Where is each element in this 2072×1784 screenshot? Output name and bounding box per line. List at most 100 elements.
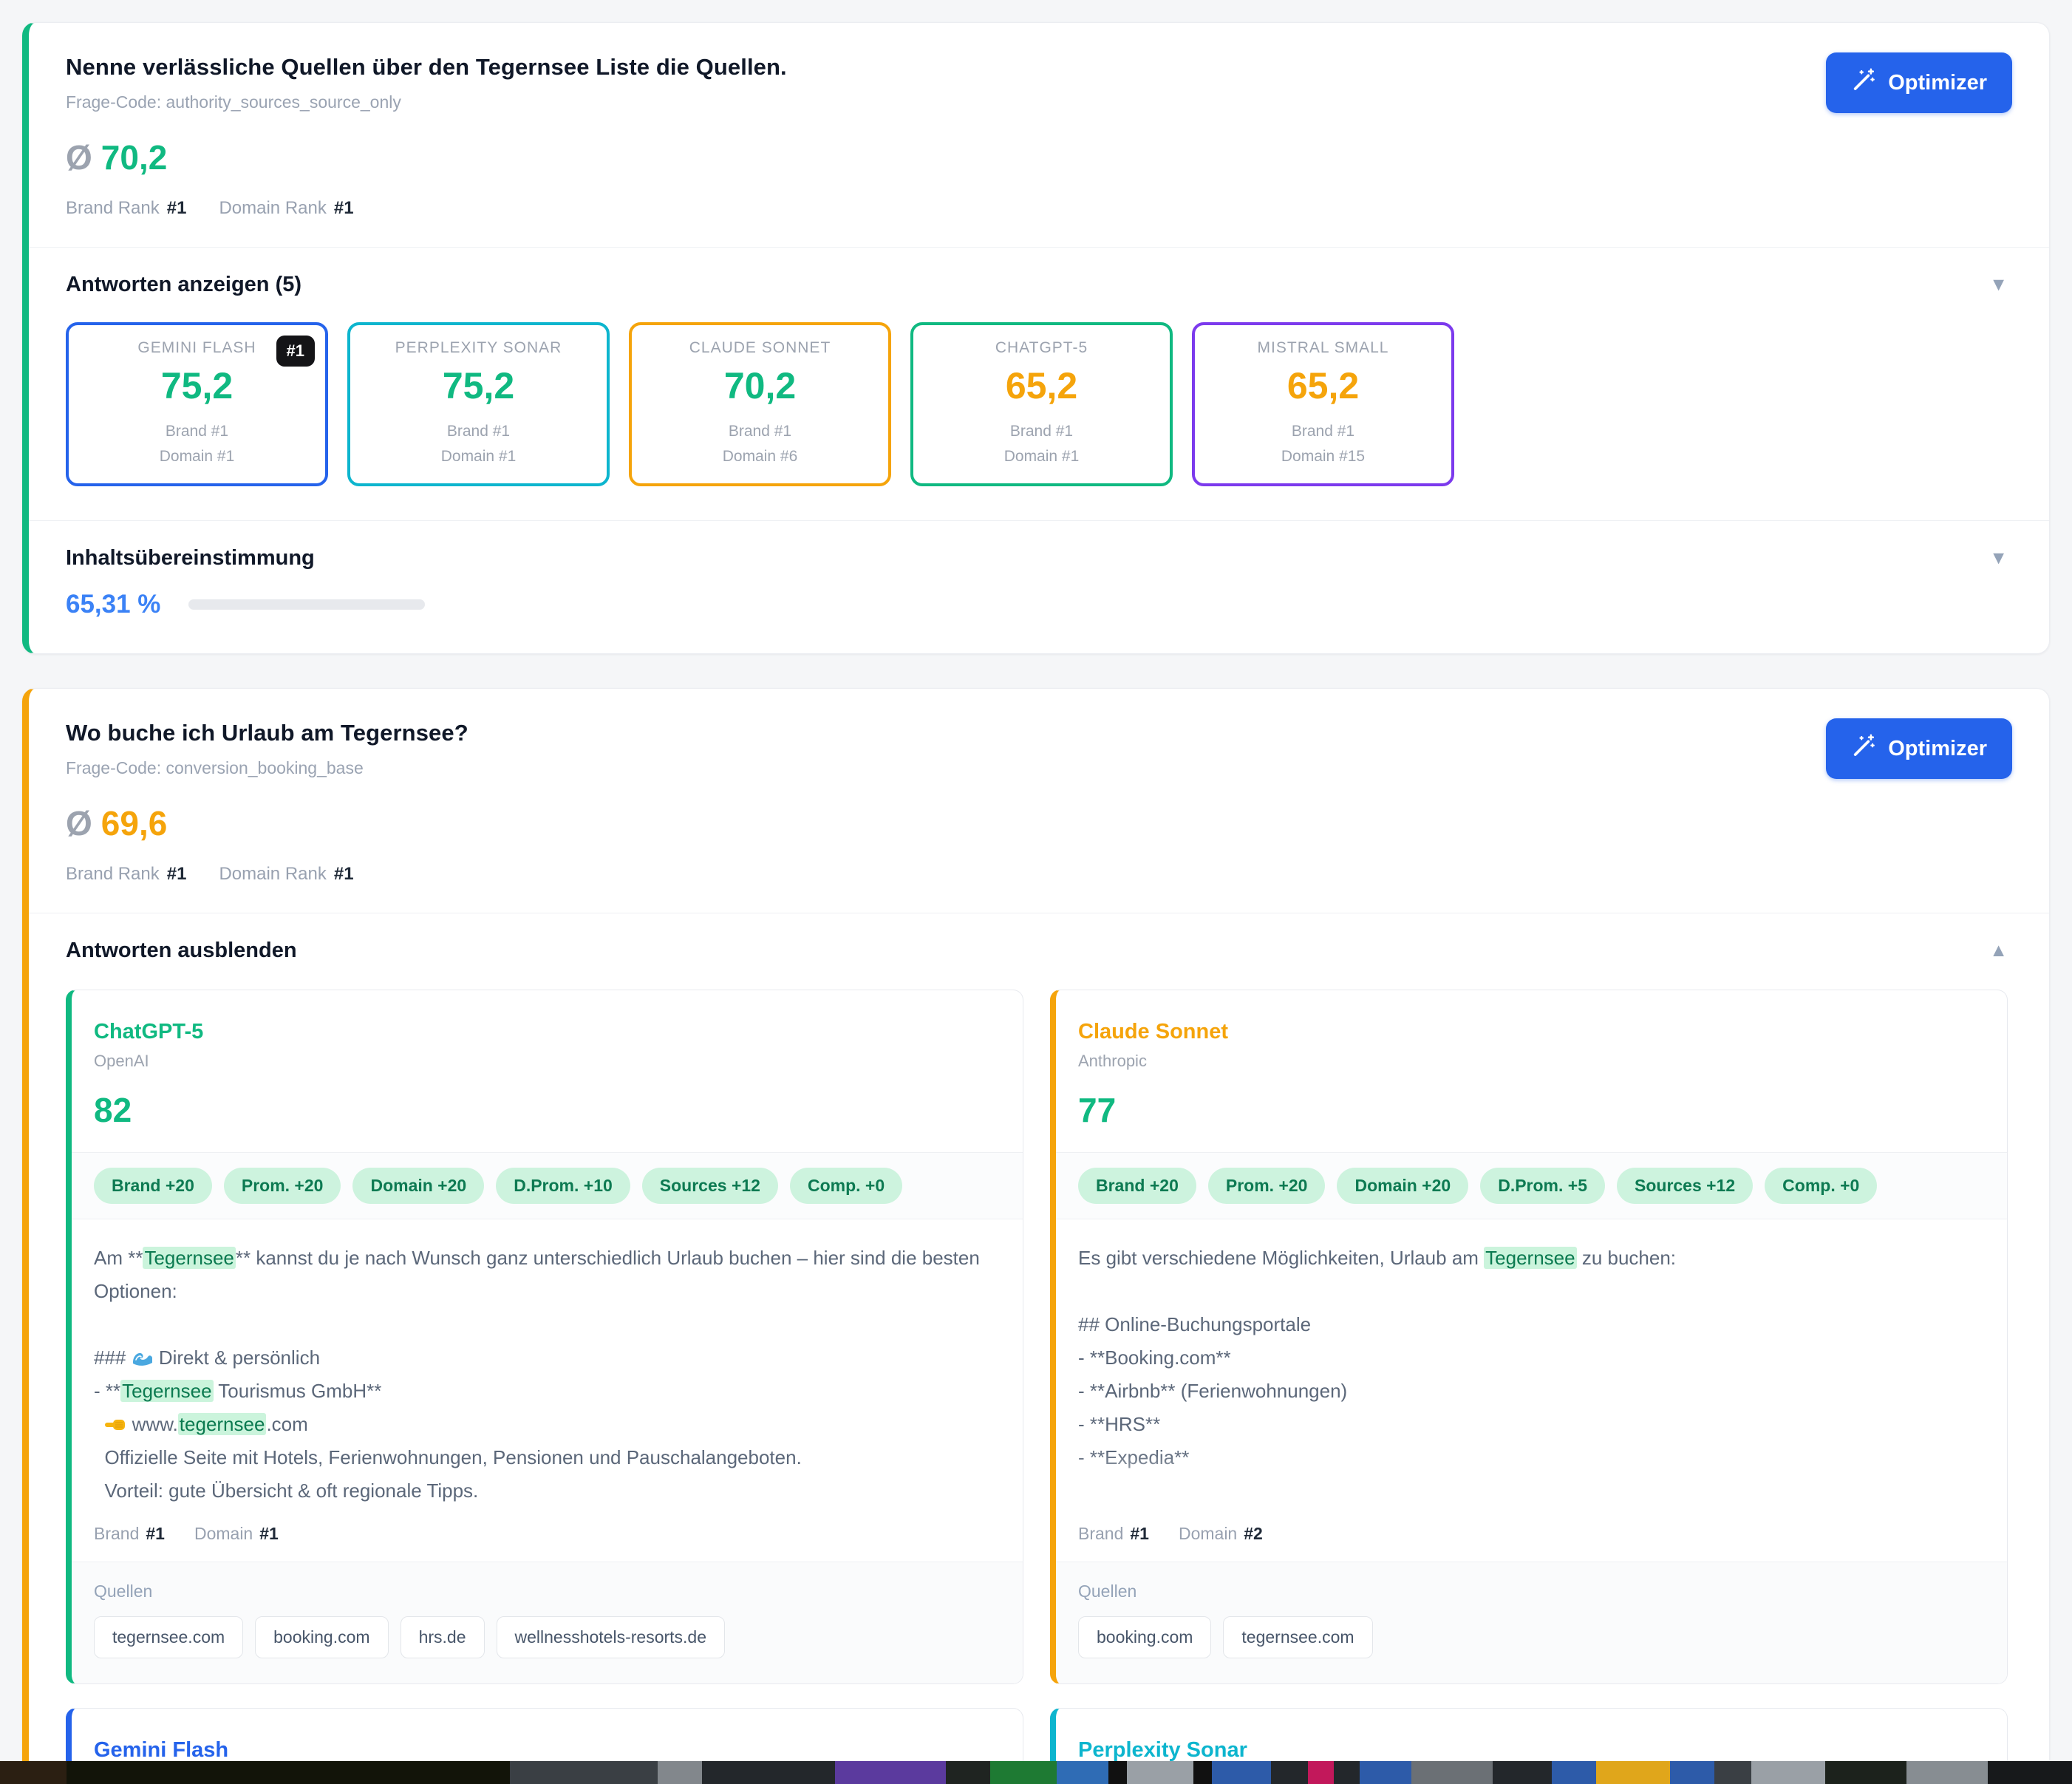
question-code: Frage-Code: authority_sources_source_onl… xyxy=(66,92,401,112)
artifact-segment xyxy=(1212,1761,1271,1784)
artifact-segment xyxy=(658,1761,702,1784)
score-badge: Prom. +20 xyxy=(223,1168,341,1204)
artifact-segment xyxy=(1670,1761,1714,1784)
optimizer-label: Optimizer xyxy=(1888,736,1987,760)
md-line: ### Direkt & persönlich xyxy=(94,1341,996,1375)
answer-score: 77 xyxy=(1078,1091,1117,1129)
chevron-up-icon[interactable]: ▲ xyxy=(1989,940,2008,961)
domain-rank: Domain Rank #1 xyxy=(219,198,354,218)
artifact-segment xyxy=(1714,1761,1751,1784)
body-text xyxy=(94,1413,104,1435)
answers-preview-section: Antworten anzeigen (5) ▼ #1 GEMINI FLASH 7… xyxy=(29,247,2049,520)
sources-label: Quellen xyxy=(94,1582,153,1601)
answers-toggle-label: Antworten anzeigen (5) xyxy=(66,273,302,296)
answer-card: ChatGPT-5 OpenAI 82 Brand +20 Prom. +20 Domai… xyxy=(66,990,1023,1684)
model-card[interactable]: CLAUDE SONNET 70,2 Brand #1 Domain #6 xyxy=(629,322,891,486)
domain-rank: Domain Rank #1 xyxy=(219,864,354,884)
artifact-segment xyxy=(1493,1761,1552,1784)
answers-toggle-row[interactable]: Antworten anzeigen (5) ▼ xyxy=(66,273,2008,297)
model-card[interactable]: CHATGPT-5 65,2 Brand #1 Domain #1 xyxy=(910,322,1173,486)
body-text: - **Expedia** xyxy=(1078,1446,1190,1468)
model-brand-rank: Brand #1 xyxy=(165,423,229,440)
score-badge: Sources +12 xyxy=(1617,1168,1754,1204)
model-score-row: #1 GEMINI FLASH 75,2 Brand #1 Domain #1 PERPL… xyxy=(66,322,2008,486)
md-line: - **HRS** xyxy=(1078,1408,1980,1441)
answer-score: 82 xyxy=(94,1091,132,1129)
score-badge-strip: Brand +20 Prom. +20 Domain +20 D.Prom. +10 S… xyxy=(72,1152,1023,1219)
average-score: Ø 69,6 xyxy=(66,803,2008,843)
answer-brand-rank: Brand #1 xyxy=(94,1524,165,1543)
source-chip[interactable]: hrs.de xyxy=(400,1616,485,1658)
model-name: PERPLEXITY SONAR xyxy=(395,339,562,356)
rank-summary: Brand Rank #1 Domain Rank #1 xyxy=(66,864,2008,885)
artifact-segment xyxy=(1411,1761,1493,1784)
tegernsee-highlight: Tegernsee xyxy=(1484,1247,1577,1269)
score-badge: Prom. +20 xyxy=(1207,1168,1326,1204)
question-header: Wo buche ich Urlaub am Tegernsee? Frage-… xyxy=(29,689,2049,913)
body-text: ## Direkt vor Ort / Regionale Angebote xyxy=(1078,1513,1408,1518)
artifact-segment xyxy=(1552,1761,1596,1784)
md-line: Offizielle Seite mit Hotels, Ferienwohnu… xyxy=(94,1441,996,1474)
model-card[interactable]: PERPLEXITY SONAR 75,2 Brand #1 Domain #1 xyxy=(347,322,610,486)
answer-model-name: Claude Sonnet xyxy=(1078,1020,1229,1043)
source-chip[interactable]: wellnesshotels-resorts.de xyxy=(496,1616,726,1658)
body-text: Am ** xyxy=(94,1247,143,1269)
answer-header: ChatGPT-5 OpenAI 82 xyxy=(72,990,1023,1152)
average-value: 69,6 xyxy=(100,804,168,842)
chevron-down-icon[interactable]: ▼ xyxy=(1989,274,2008,295)
score-badge: Brand +20 xyxy=(1078,1168,1196,1204)
average-score: Ø 70,2 xyxy=(66,137,2008,177)
model-domain-rank: Domain #1 xyxy=(1003,448,1080,465)
artifact-segment xyxy=(1825,1761,1906,1784)
artifact-segment xyxy=(1596,1761,1670,1784)
chevron-down-icon[interactable]: ▼ xyxy=(1989,548,2008,568)
model-domain-rank: Domain #1 xyxy=(159,448,235,465)
sources-section: Quellen booking.com tegernsee.com xyxy=(1056,1562,2007,1683)
brand-rank: Brand Rank #1 xyxy=(66,198,187,218)
model-name: GEMINI FLASH xyxy=(137,339,256,356)
model-score: 65,2 xyxy=(1005,365,1078,406)
answers-toggle-row[interactable]: Antworten ausblenden ▲ xyxy=(66,939,2008,963)
model-card[interactable]: MISTRAL SMALL 65,2 Brand #1 Domain #15 xyxy=(1192,322,1454,486)
artifact-segment xyxy=(1906,1761,1988,1784)
content-match-section: Inhaltsübereinstimmung ▼ 65,31 % xyxy=(29,520,2049,653)
model-brand-rank: Brand #1 xyxy=(1009,423,1074,440)
answer-model-name: Gemini Flash xyxy=(94,1738,229,1762)
body-text: ** kannst du je nach Wunsch ganz untersc… xyxy=(94,1247,986,1302)
optimizer-button[interactable]: Optimizer xyxy=(1826,718,2012,779)
answer-model-name: ChatGPT-5 xyxy=(94,1020,204,1043)
md-line xyxy=(94,1308,996,1341)
source-chip[interactable]: booking.com xyxy=(1078,1616,1212,1658)
score-badge: Domain +20 xyxy=(1337,1168,1469,1204)
pointing-right-emoji-icon xyxy=(105,1420,126,1430)
answers-expanded-section: Antworten ausblenden ▲ ChatGPT-5 OpenAI 82… xyxy=(29,913,2049,1784)
source-chip[interactable]: tegernsee.com xyxy=(1223,1616,1373,1658)
body-text: Offizielle Seite mit Hotels, Ferienwohnu… xyxy=(94,1446,802,1468)
model-rank-summary: Brand #1 Domain #1 xyxy=(160,419,235,469)
artifact-segment xyxy=(1127,1761,1193,1784)
tegernsee-highlight: Tegernsee xyxy=(143,1247,236,1269)
model-rank-summary: Brand #1 Domain #15 xyxy=(1281,419,1365,469)
model-brand-rank: Brand #1 xyxy=(728,423,792,440)
answer-provider: OpenAI xyxy=(94,1052,149,1070)
content-match-label: Inhaltsübereinstimmung xyxy=(66,546,315,570)
source-chip[interactable]: tegernsee.com xyxy=(94,1616,244,1658)
model-card[interactable]: #1 GEMINI FLASH 75,2 Brand #1 Domain #1 xyxy=(66,322,328,486)
artifact-segment xyxy=(1108,1761,1127,1784)
body-text: .com xyxy=(266,1413,308,1435)
artifact-segment xyxy=(835,1761,946,1784)
source-chip[interactable]: booking.com xyxy=(255,1616,389,1658)
answer-model-name: Perplexity Sonar xyxy=(1078,1738,1247,1762)
model-score: 75,2 xyxy=(160,365,234,406)
model-score: 75,2 xyxy=(442,365,515,406)
answer-header: Claude Sonnet Anthropic 77 xyxy=(1056,990,2007,1152)
sources-row: booking.com tegernsee.com xyxy=(1078,1616,1985,1658)
question-title: Wo buche ich Urlaub am Tegernsee? xyxy=(66,720,468,746)
optimizer-button[interactable]: Optimizer xyxy=(1826,52,2012,113)
content-match-toggle-row[interactable]: Inhaltsübereinstimmung ▼ xyxy=(66,546,2008,571)
score-badge: D.Prom. +5 xyxy=(1480,1168,1605,1204)
artifact-segment xyxy=(1751,1761,1825,1784)
body-text: zu buchen: xyxy=(1576,1247,1677,1269)
answer-domain-rank: Domain #2 xyxy=(1178,1524,1263,1543)
average-value: 70,2 xyxy=(100,138,168,177)
